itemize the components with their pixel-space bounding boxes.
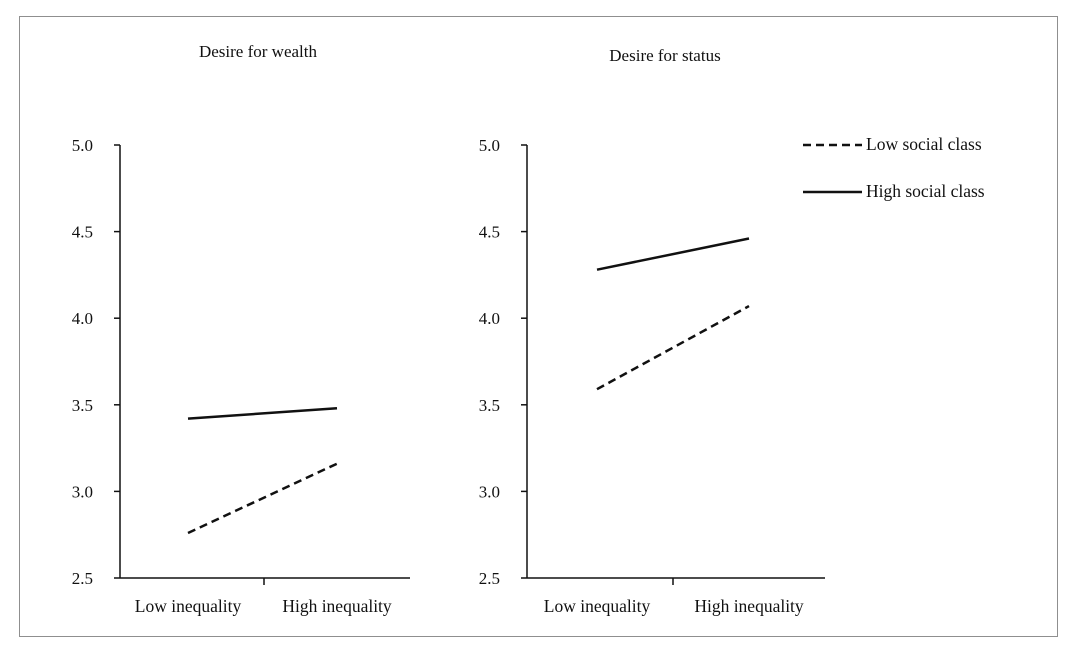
panel-2-series-line-high-social-class — [596, 237, 750, 271]
panel-1-x-tick-label: High inequality — [282, 596, 392, 616]
panel-1-y-tick-label: 3.5 — [72, 396, 93, 415]
panel-2-x-tick-label: Low inequality — [544, 596, 651, 616]
figure-frame — [19, 16, 1058, 637]
panel-1-series-line-low-social-class — [187, 462, 338, 535]
panel-2-x-tick-label: High inequality — [694, 596, 804, 616]
panel-1-y-tick-label: 3.0 — [72, 482, 93, 501]
panel-1-y-tick-label: 2.5 — [72, 569, 93, 588]
legend-label-high-social-class: High social class — [866, 181, 985, 201]
panel-1-y-tick-label: 5.0 — [72, 136, 93, 155]
panel-2-y-tick-label: 3.0 — [479, 482, 500, 501]
panel-2-y-tick-label: 3.5 — [479, 396, 500, 415]
panel-2-y-tick-label: 4.0 — [479, 309, 500, 328]
panel-2-y-tick-label: 2.5 — [479, 569, 500, 588]
panel-1-series-line-high-social-class — [187, 407, 338, 420]
panel-1-title: Desire for wealth — [199, 42, 318, 61]
legend-label-low-social-class: Low social class — [866, 134, 982, 154]
panel-2-title: Desire for status — [609, 46, 720, 65]
panel-2-y-tick-label: 5.0 — [479, 136, 500, 155]
panel-2-series-line-low-social-class — [596, 304, 750, 391]
legend: Low social class High social class — [803, 134, 985, 201]
panel-1-x-tick-label: Low inequality — [135, 596, 242, 616]
panel-1-y-tick-label: 4.0 — [72, 309, 93, 328]
panel-1-y-tick-label: 4.5 — [72, 223, 93, 242]
panel-2-y-tick-label: 4.5 — [479, 223, 500, 242]
